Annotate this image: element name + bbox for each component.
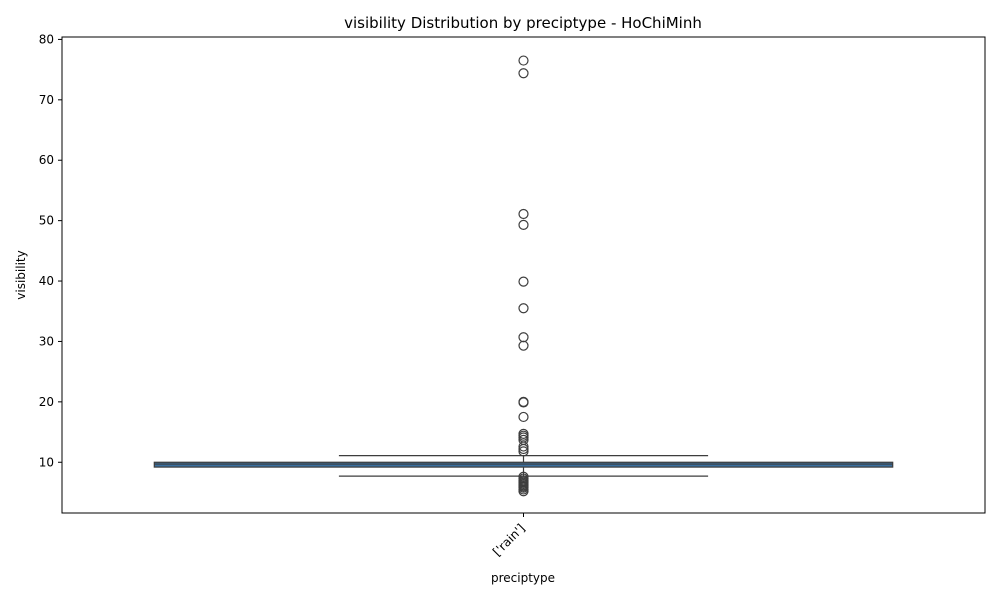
y-tick-label: 50 [39, 214, 54, 228]
outlier-point [518, 68, 529, 79]
outlier-point [518, 411, 529, 423]
y-tick-label: 30 [39, 334, 54, 348]
chart-title: visibility Distribution by preciptype - … [344, 14, 702, 32]
outlier-point [518, 55, 529, 66]
outlier-point [518, 219, 529, 230]
outlier-point [518, 276, 529, 287]
y-tick-label: 60 [39, 153, 54, 167]
outlier-point [518, 208, 529, 220]
y-tick-label: 40 [39, 274, 54, 288]
y-tick-label: 70 [39, 93, 54, 107]
outlier-point [518, 441, 529, 452]
outlier-point [518, 486, 529, 497]
y-tick-label: 10 [39, 455, 54, 469]
y-tick-label: 20 [39, 395, 54, 409]
outlier-point [518, 340, 529, 351]
outlier-point [518, 303, 529, 314]
plot-frame [61, 36, 986, 514]
outlier-point [518, 397, 529, 408]
outlier-point [518, 443, 529, 455]
y-axis-label: visibility [14, 250, 28, 299]
x-axis-label: preciptype [491, 571, 555, 585]
outlier-point [518, 446, 529, 457]
y-tick-label: 80 [39, 32, 54, 46]
box [153, 461, 894, 468]
